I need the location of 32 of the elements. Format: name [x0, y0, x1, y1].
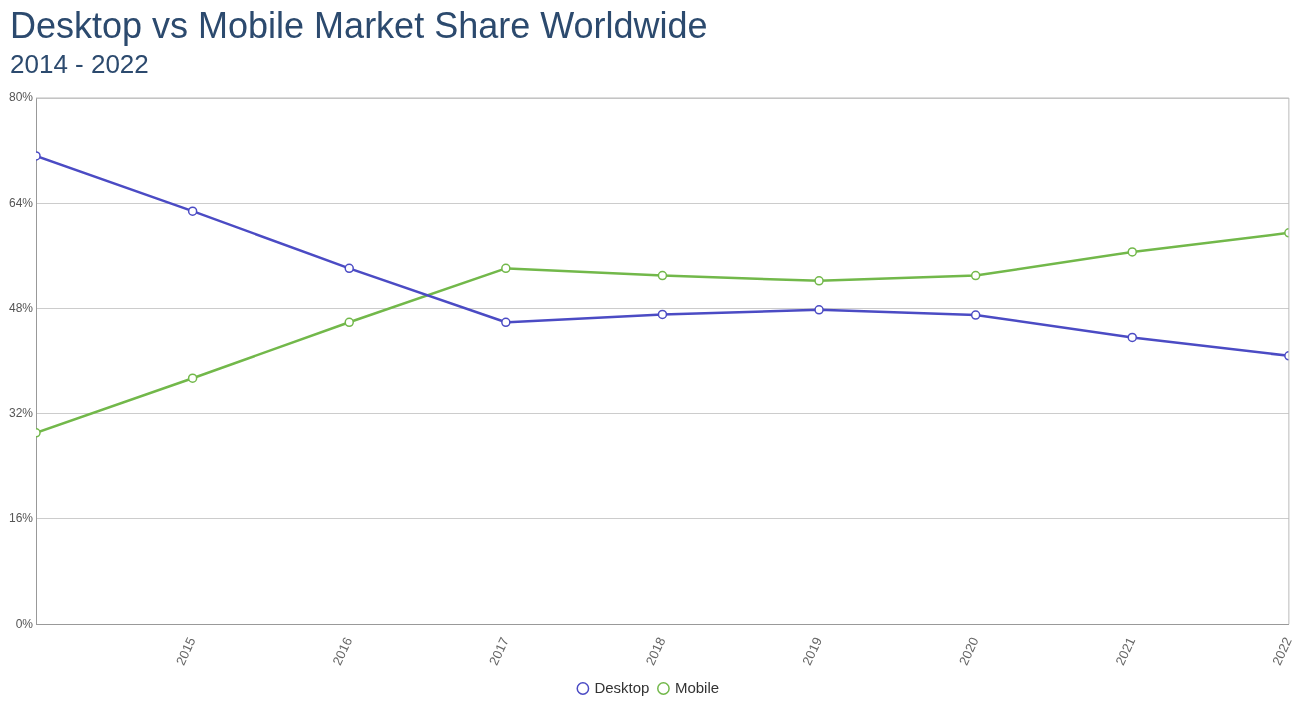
- x-tick-label: 2021: [1112, 634, 1139, 668]
- point: [814, 305, 824, 315]
- x-tick-label: 2016: [329, 634, 356, 668]
- y-tick-label: 16%: [8, 511, 34, 526]
- y-tick-label: 0%: [15, 616, 34, 631]
- chart-subtitle: 2014 - 2022: [9, 48, 150, 80]
- point: [187, 373, 198, 383]
- y-tick-label: 32%: [8, 406, 34, 421]
- chart-title: Desktop vs Mobile Market Share Worldwide: [9, 4, 709, 48]
- point: [970, 270, 981, 281]
- point: [344, 317, 354, 328]
- y-tick-label: 48%: [8, 300, 34, 315]
- point: [187, 206, 198, 216]
- point: [344, 263, 354, 274]
- x-tick-label: 2019: [799, 634, 826, 668]
- point: [501, 263, 511, 274]
- x-tick-label: 2015: [172, 634, 199, 668]
- y-tick-label: 64%: [8, 195, 34, 210]
- point: [1127, 247, 1138, 257]
- legend-label: Desktop: [594, 678, 650, 696]
- point: [657, 309, 668, 320]
- x-tick-label: 2020: [955, 634, 982, 668]
- point: [814, 276, 824, 286]
- x-tick-label: 2017: [485, 634, 512, 668]
- legend-label: Mobile: [674, 678, 720, 696]
- point: [657, 270, 668, 281]
- y-tick-label: 80%: [8, 90, 34, 105]
- x-tick-label: 2022: [1269, 634, 1295, 668]
- x-tick-label: 2018: [642, 634, 669, 668]
- point: [970, 310, 981, 320]
- point: [1127, 332, 1138, 343]
- point: [501, 317, 511, 328]
